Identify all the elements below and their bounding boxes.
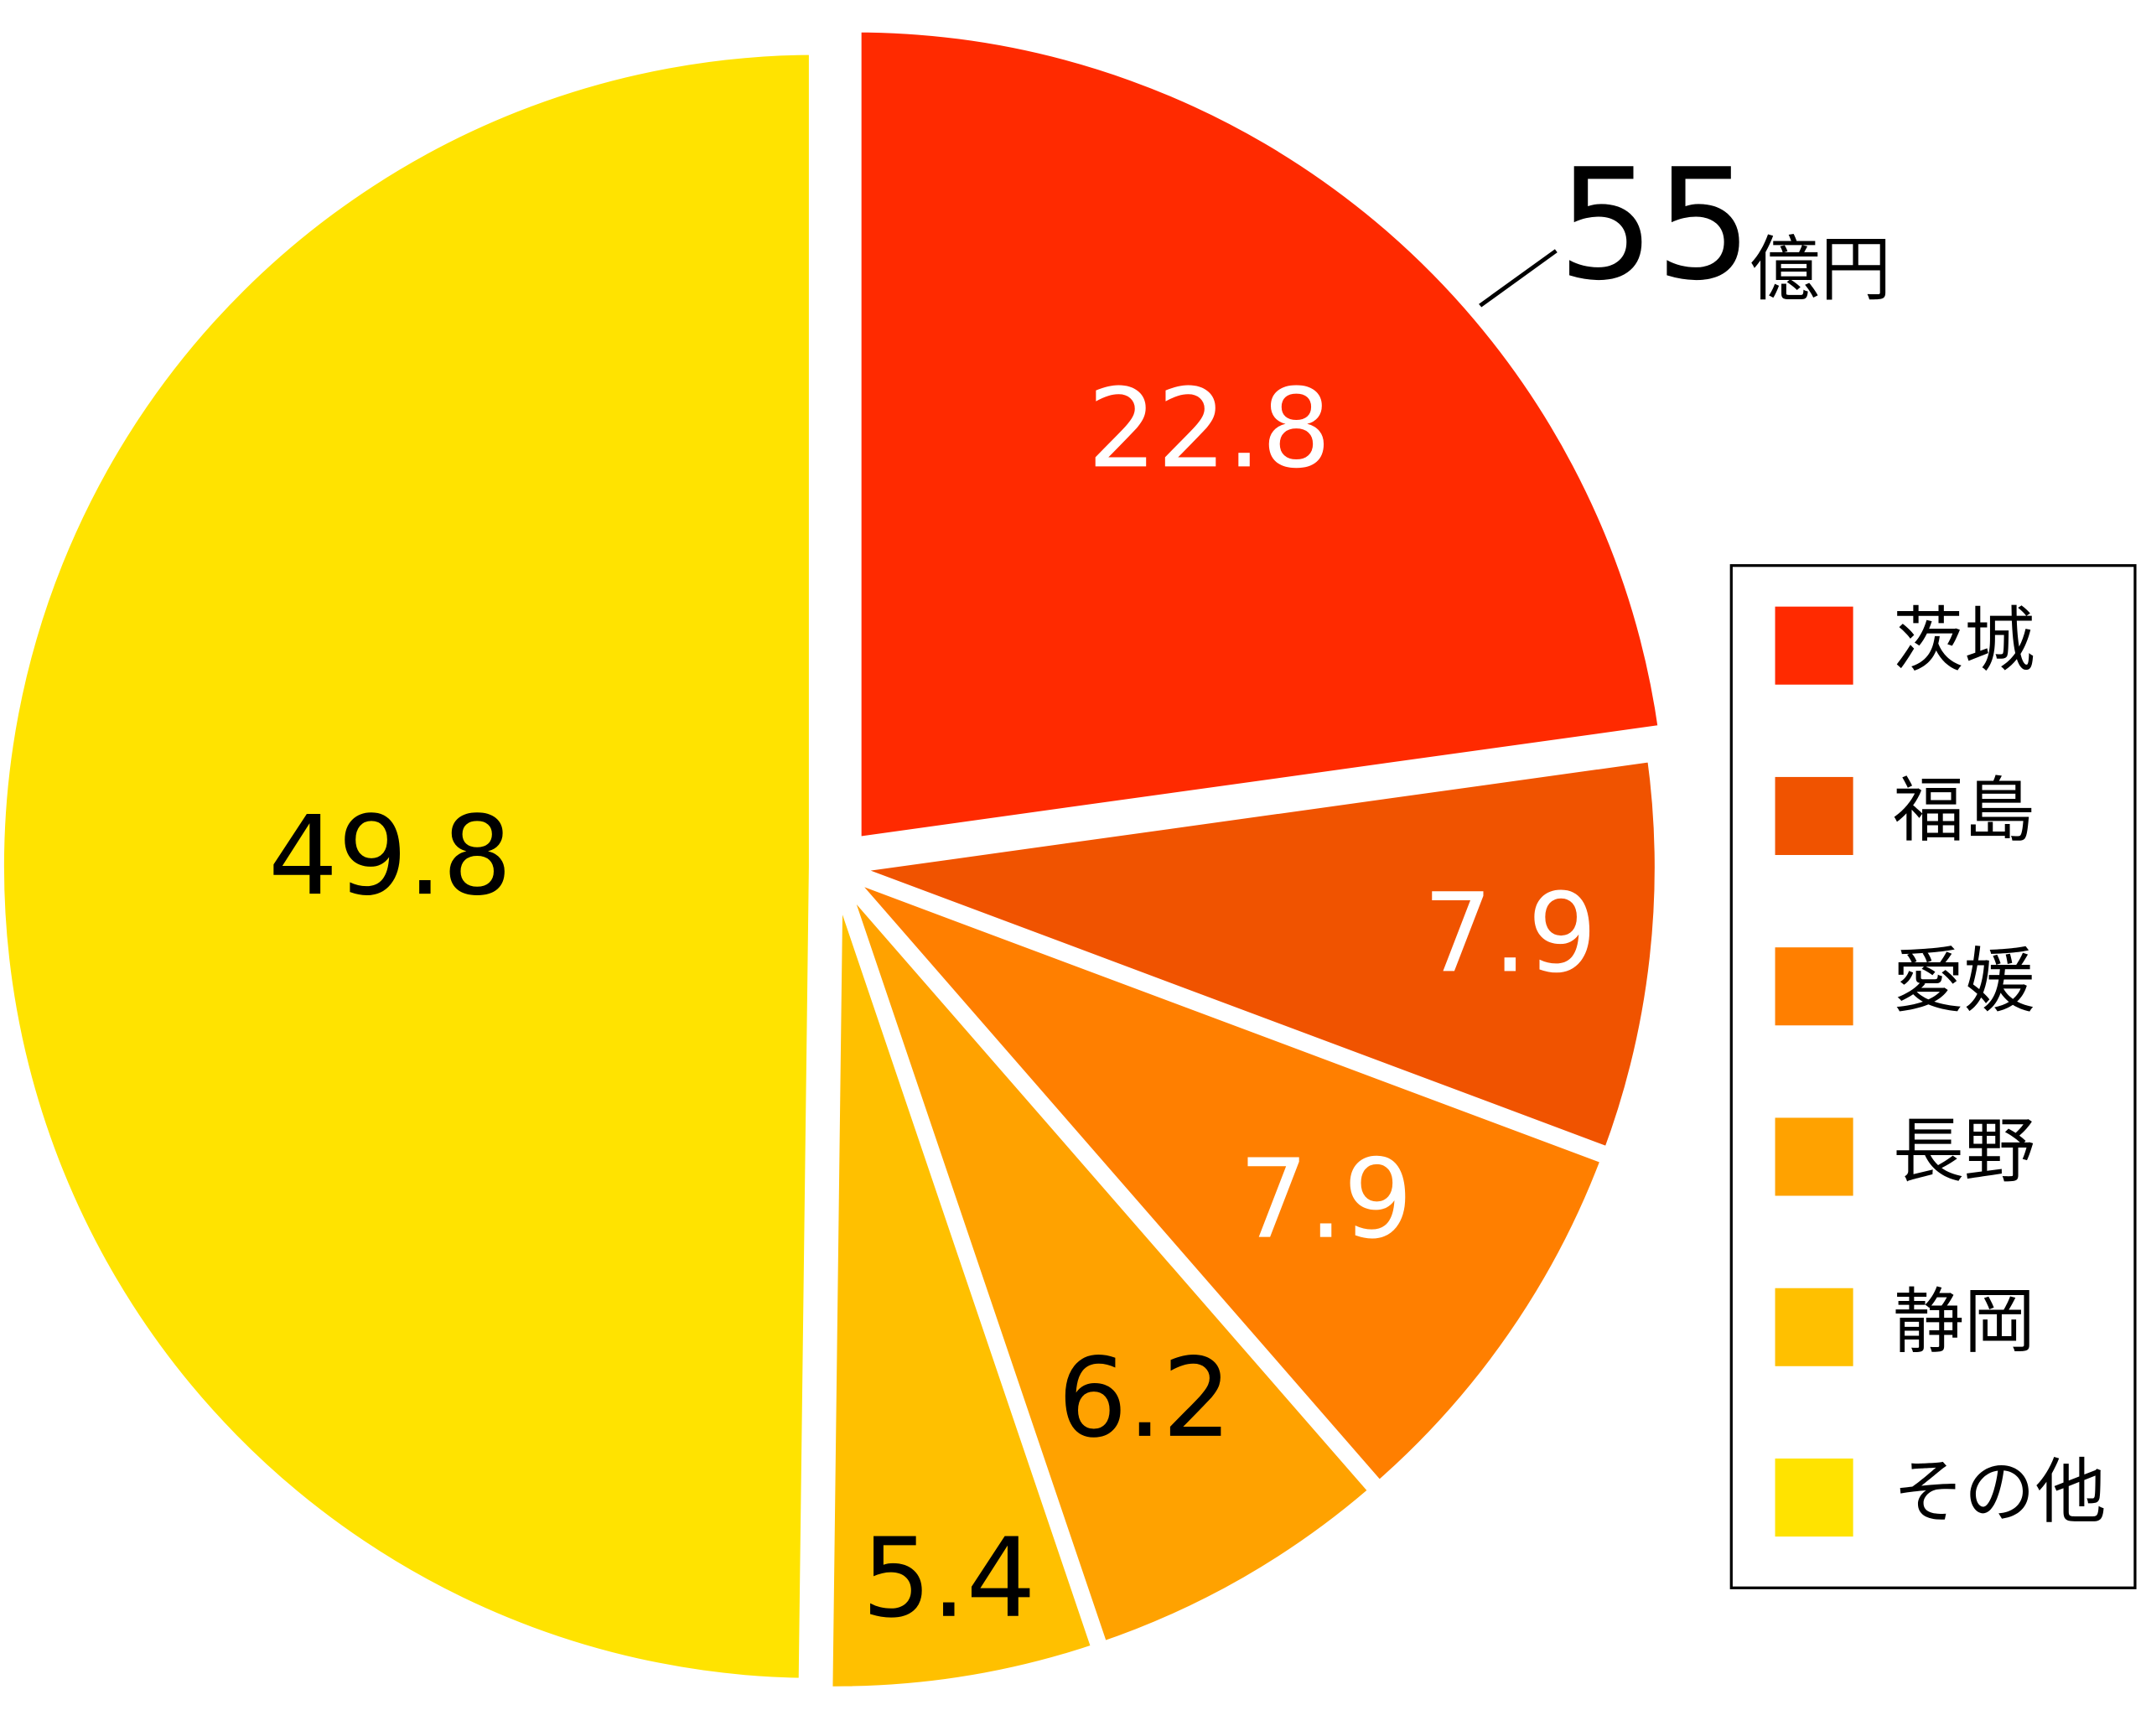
slice-label: 7.9 xyxy=(1423,869,1598,997)
legend-swatch xyxy=(1775,1117,1853,1196)
pie-slice xyxy=(818,872,1108,1700)
pie-slice xyxy=(0,41,823,1692)
legend-label: 長野 xyxy=(1893,1111,2035,1194)
slice-label: 6.2 xyxy=(1058,1334,1232,1462)
legend-box xyxy=(1729,564,2137,1589)
slice-label: 22.8 xyxy=(1087,365,1331,492)
slice-label: 7.9 xyxy=(1239,1136,1413,1263)
legend-swatch xyxy=(1775,1458,1853,1537)
slice-label: 49.8 xyxy=(268,792,512,920)
legend-label: 静岡 xyxy=(1893,1281,2035,1364)
legend-swatch xyxy=(1775,606,1853,685)
pie-slice xyxy=(832,869,1387,1658)
pie-slice xyxy=(836,864,1617,1499)
annotation-value: 55 xyxy=(1558,136,1753,314)
slice-label: 5.4 xyxy=(862,1515,1036,1642)
legend-label: その他 xyxy=(1893,1451,2107,1534)
legend-label: 愛媛 xyxy=(1893,940,2035,1023)
legend-swatch xyxy=(1775,947,1853,1026)
legend-label: 福島 xyxy=(1893,770,2035,852)
pie-slice xyxy=(840,747,1669,1163)
legend-swatch xyxy=(1775,776,1853,855)
annotation-unit: 億円 xyxy=(1749,228,1892,311)
legend-swatch xyxy=(1775,1288,1853,1366)
legend-label: 茨城 xyxy=(1893,599,2035,682)
pie-slice xyxy=(848,18,1673,852)
